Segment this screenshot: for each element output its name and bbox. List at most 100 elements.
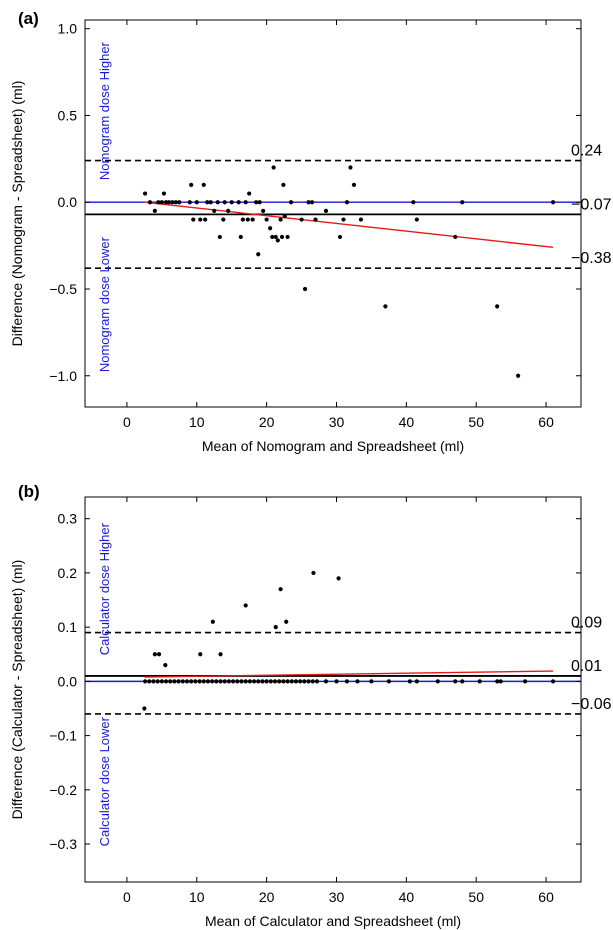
b-annotations: 0.09 0.01 −0.06 Calculator dose Higher Calcu…: [97, 522, 612, 846]
a-x-tick-label: 60: [538, 414, 554, 430]
a-x-tick-label: 40: [399, 414, 415, 430]
b-x-tick-label: 10: [189, 889, 205, 905]
a-data-point: [272, 165, 276, 169]
b-data-point: [269, 679, 273, 683]
a-data-point: [279, 217, 283, 221]
b-data-point: [336, 576, 340, 580]
b-data-point: [160, 679, 164, 683]
panel-a: (a) 0 10 20 30 40 50 60 −1.0 −0.5 0.0 0.5 1.0 0.24…: [9, 9, 612, 454]
b-data-point: [273, 679, 277, 683]
b-data-point: [168, 679, 172, 683]
b-y-tick-label: −0.2: [49, 782, 77, 798]
a-data-point: [191, 217, 195, 221]
b-data-point: [260, 679, 264, 683]
a-data-point: [143, 191, 147, 195]
b-data-point: [151, 679, 155, 683]
b-data-point: [142, 706, 146, 710]
a-data-point: [251, 217, 255, 221]
b-data-point: [218, 679, 222, 683]
b-region-label-lower: Calculator dose Lower: [97, 716, 112, 846]
b-region-label-higher: Calculator dose Higher: [97, 522, 112, 655]
b-data-point: [143, 679, 147, 683]
b-data-point: [211, 620, 215, 624]
b-data-point: [181, 679, 185, 683]
b-upper-limit-label: 0.09: [571, 615, 602, 632]
a-data-point: [261, 209, 265, 213]
b-y-tick-label: 0.2: [58, 565, 78, 581]
b-x-ticks: 0 10 20 30 40 50 60: [123, 497, 554, 905]
a-x-tick-label: 0: [123, 414, 131, 430]
a-data-point: [198, 217, 202, 221]
b-data-point: [206, 679, 210, 683]
b-y-tick-label: 0.1: [58, 619, 78, 635]
b-data-point: [478, 679, 482, 683]
a-data-point: [216, 200, 220, 204]
b-data-point: [189, 679, 193, 683]
panel-b: (b) 0 10 20 30 40 50 60 −0.3−0.2−0.10.00.10.20…: [9, 482, 612, 929]
b-data-point: [334, 679, 338, 683]
a-data-point: [265, 217, 269, 221]
a-data-point: [230, 200, 234, 204]
b-data-point: [290, 679, 294, 683]
a-data-point: [310, 200, 314, 204]
a-data-point: [258, 200, 262, 204]
b-y-tick-label: 0.0: [58, 673, 78, 689]
a-data-point: [281, 183, 285, 187]
a-x-ticks: 0 10 20 30 40 50 60: [123, 20, 554, 430]
a-data-point: [345, 200, 349, 204]
a-data-point: [221, 217, 225, 221]
b-data-point: [408, 679, 412, 683]
a-data-point: [411, 200, 415, 204]
a-x-tick-label: 50: [468, 414, 484, 430]
b-plot-frame: [85, 497, 581, 882]
a-data-point: [324, 209, 328, 213]
a-region-label-higher: Nomogram dose Higher: [97, 41, 112, 180]
b-data-point: [415, 679, 419, 683]
b-data-point: [218, 652, 222, 656]
b-x-tick-label: 0: [123, 889, 131, 905]
a-data-point: [239, 235, 243, 239]
a-y-tick-label: 0.0: [58, 194, 78, 210]
b-data-point: [306, 679, 310, 683]
b-data-point: [265, 679, 269, 683]
b-data-point: [197, 679, 201, 683]
b-y-axis-label: Difference (Calculator - Spreadsheet) (m…: [9, 560, 25, 820]
b-x-axis-label: Mean of Calculator and Spreadsheet (ml): [205, 913, 461, 929]
a-data-point: [202, 183, 206, 187]
b-data-point: [252, 679, 256, 683]
b-data-point: [453, 679, 457, 683]
b-data-point: [523, 679, 527, 683]
b-data-point: [153, 652, 157, 656]
a-x-axis-label: Mean of Nomogram and Spreadsheet (ml): [202, 438, 464, 454]
a-data-point: [383, 304, 387, 308]
a-data-point: [195, 200, 199, 204]
b-data-point: [244, 679, 248, 683]
b-data-point: [387, 679, 391, 683]
a-data-point: [341, 217, 345, 221]
b-data-point: [284, 620, 288, 624]
a-y-axis-label: Difference (Nomogram - Spreadsheet) (ml): [9, 81, 25, 347]
b-points: [142, 571, 555, 711]
a-data-point: [338, 235, 342, 239]
a-data-point: [188, 200, 192, 204]
a-upper-limit-label: 0.24: [571, 143, 602, 160]
a-data-point: [460, 200, 464, 204]
b-data-point: [298, 679, 302, 683]
b-data-point: [164, 679, 168, 683]
a-data-point: [237, 200, 241, 204]
a-data-point: [276, 238, 280, 242]
b-y-tick-label: −0.3: [49, 836, 77, 852]
a-data-point: [244, 200, 248, 204]
b-data-point: [185, 679, 189, 683]
b-data-point: [157, 652, 161, 656]
b-data-point: [210, 679, 214, 683]
b-data-point: [256, 679, 260, 683]
a-data-point: [551, 200, 555, 204]
b-data-point: [345, 679, 349, 683]
a-data-point: [352, 183, 356, 187]
b-x-tick-label: 40: [399, 889, 415, 905]
b-data-point: [172, 679, 176, 683]
a-data-point: [280, 235, 284, 239]
b-x-tick-label: 60: [538, 889, 554, 905]
b-data-point: [239, 679, 243, 683]
